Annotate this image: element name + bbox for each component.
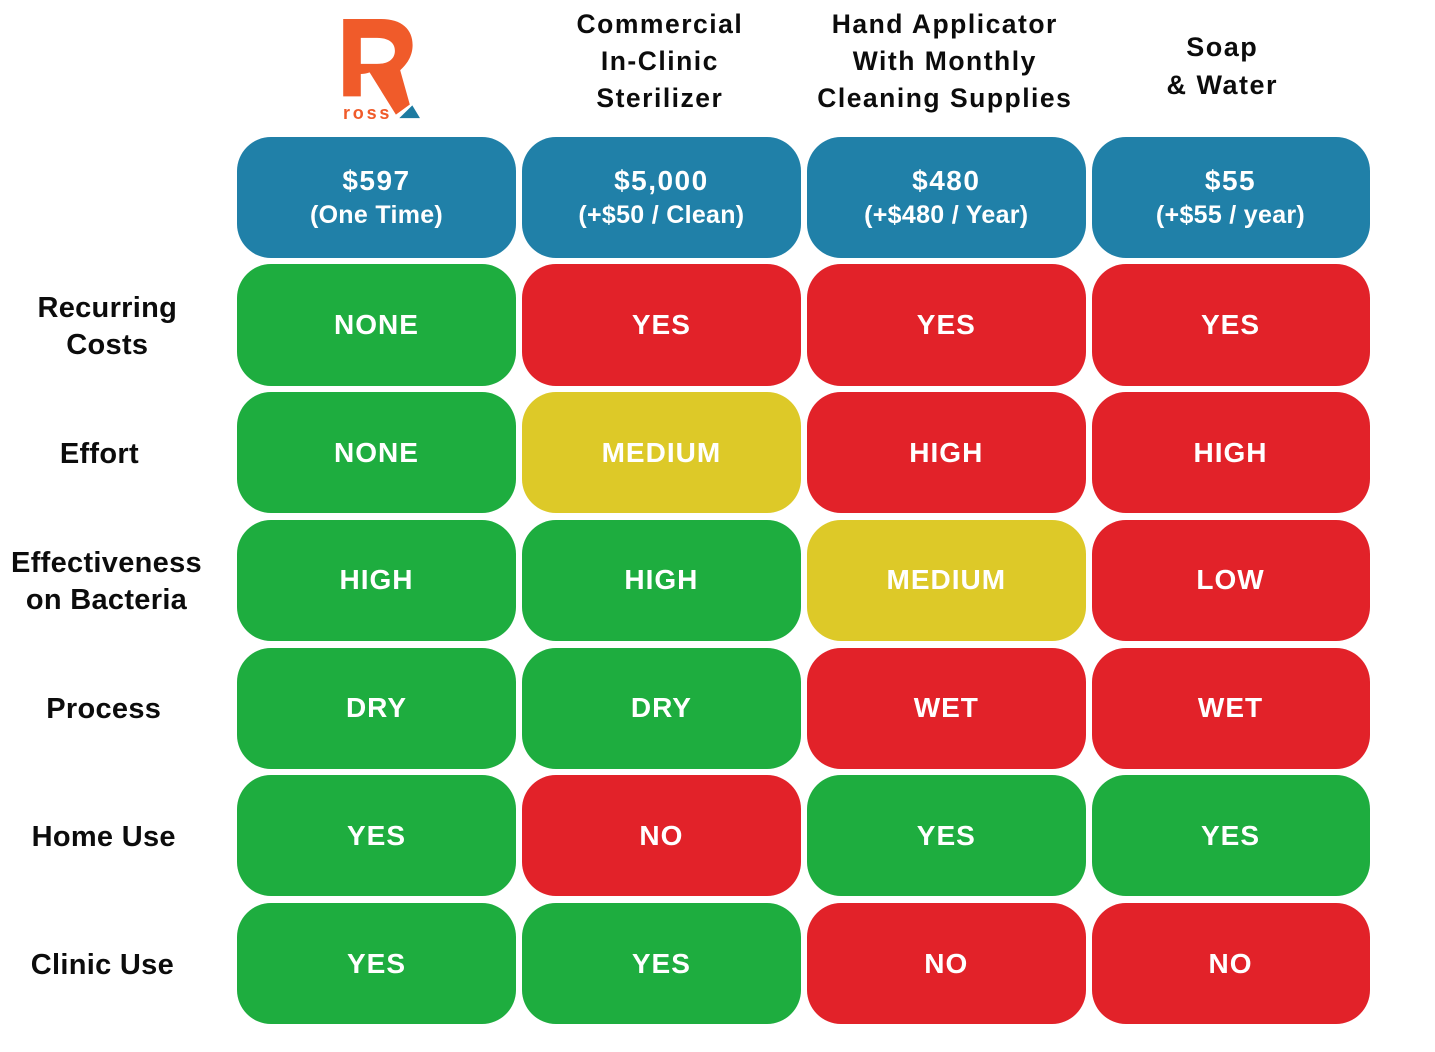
- svg-text:ross: ross: [343, 103, 392, 123]
